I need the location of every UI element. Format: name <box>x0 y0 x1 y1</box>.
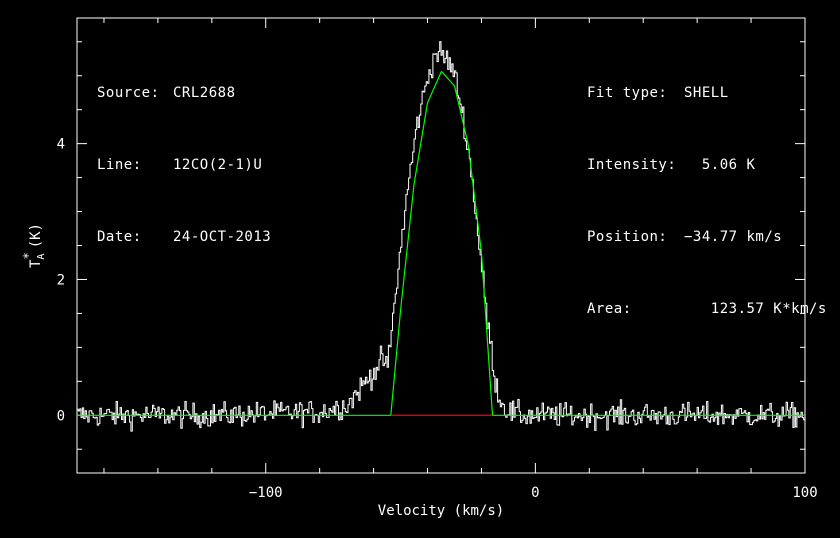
tick-labels: −100 0 100 0 2 4 <box>57 137 818 501</box>
position-row: Position: −34.77 km/s <box>587 225 827 249</box>
y-tick-label: 0 <box>57 408 65 424</box>
source-value: CRL2688 <box>173 85 236 101</box>
area-value: 123.57 K*km/s <box>684 301 827 317</box>
position-key: Position: <box>587 229 668 245</box>
header-info-left: Source: CRL2688 Line: 12CO(2-1)U Date: 24-O… <box>97 33 271 273</box>
line-value: 12CO(2-1)U <box>173 157 263 173</box>
source-key: Source: <box>97 85 160 101</box>
axis-ticks <box>77 18 806 473</box>
spectrum-data-line <box>77 41 806 432</box>
line-key: Line: <box>97 157 142 173</box>
date-row: Date: 24-OCT-2013 <box>97 225 271 249</box>
intensity-value: 5.06 K <box>684 157 756 173</box>
line-row: Line: 12CO(2-1)U <box>97 153 271 177</box>
x-axis-label: Velocity (km/s) <box>378 503 504 519</box>
y-tick-label: 4 <box>57 137 65 153</box>
x-tick-label: 100 <box>792 485 817 501</box>
date-value: 24-OCT-2013 <box>173 229 272 245</box>
date-key: Date: <box>97 229 142 245</box>
x-tick-label: 0 <box>531 485 539 501</box>
fit-info-right: Fit type: SHELL Intensity: 5.06 K Positio… <box>587 33 827 345</box>
area-row: Area: 123.57 K*km/s <box>587 297 827 321</box>
intensity-row: Intensity: 5.06 K <box>587 153 827 177</box>
area-key: Area: <box>587 301 632 317</box>
source-row: Source: CRL2688 <box>97 81 271 105</box>
fit-type-value: SHELL <box>684 85 729 101</box>
x-tick-label: −100 <box>249 485 283 501</box>
intensity-key: Intensity: <box>587 157 677 173</box>
shell-fit-line <box>77 70 805 416</box>
fit-type-key: Fit type: <box>587 85 668 101</box>
y-tick-label: 2 <box>57 272 65 288</box>
fit-type-row: Fit type: SHELL <box>587 81 827 105</box>
y-axis-label: TA*(K) <box>21 223 47 268</box>
position-value: −34.77 km/s <box>684 229 783 245</box>
